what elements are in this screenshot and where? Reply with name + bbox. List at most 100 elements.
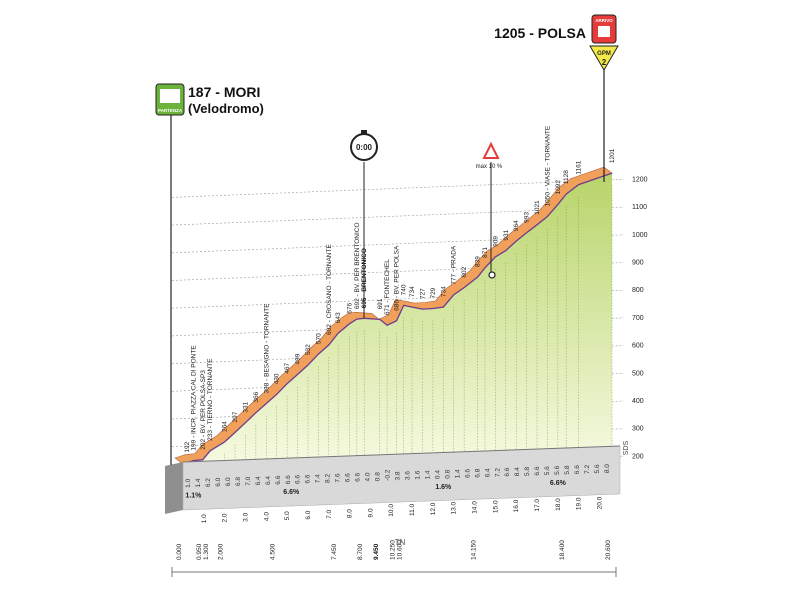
point-label: 366	[253, 391, 260, 402]
segment-gradient: 1.4	[454, 469, 461, 478]
segment-gradient: 0.8	[444, 469, 451, 478]
segment-gradient: 5.6	[544, 466, 551, 475]
point-label: 331	[242, 401, 249, 412]
segment-gradient: 6.6	[275, 475, 282, 484]
segment-gradient: 1.4	[424, 470, 431, 479]
y-tick-label: 800	[632, 287, 644, 294]
y-tick-label: 1000	[632, 232, 648, 239]
y-tick-label: 500	[632, 370, 644, 377]
km-tick: 1.0	[201, 514, 208, 523]
segment-gradient: 6.4	[265, 476, 272, 485]
y-tick-label: 900	[632, 259, 644, 266]
gpm-label: GPM	[597, 51, 611, 57]
km-tick: 13.0	[451, 501, 458, 514]
point-label: 643	[335, 312, 342, 323]
segment-gradient: 0.4	[434, 470, 441, 479]
segment-gradient: 7.2	[584, 464, 591, 473]
road-edge	[182, 172, 613, 465]
point-label: 1050 - VIASE - TORNANTE	[544, 125, 551, 206]
y-tick-label: 1100	[632, 204, 647, 211]
time-check-marker: 0:00	[350, 130, 378, 318]
km-tick: 7.0	[326, 509, 333, 518]
point-label: 430	[274, 373, 281, 384]
km-landmark: 9.450	[373, 543, 380, 560]
km-landmark: 18.400	[559, 540, 566, 560]
point-label: 1128	[563, 170, 570, 184]
segment-gradient: 7.6	[335, 473, 342, 482]
segment-gradient: 6.6	[574, 465, 581, 474]
segment-gradient: 6.0	[215, 477, 222, 486]
time-check-label: 0:00	[356, 143, 373, 152]
segment-gradient: 8.0	[604, 464, 611, 473]
segment-gradient: 3.8	[395, 471, 402, 480]
km-tick: 6.0	[305, 510, 312, 519]
warning-point	[488, 271, 496, 279]
segment-gradient: 8.2	[325, 474, 332, 483]
warning-icon	[482, 141, 500, 159]
km-landmark: 0.950	[196, 543, 203, 560]
segment-gradient: 3.6	[404, 471, 411, 480]
point-label: 233 - TIERNO - TORNANTE	[207, 358, 214, 441]
segment-gradient: 1.6	[414, 470, 421, 479]
segment-gradient: 5.6	[554, 465, 561, 474]
point-label: 729	[430, 287, 437, 298]
km-tick: 4.0	[263, 512, 270, 521]
y-tick-label: 600	[632, 343, 644, 350]
point-label: 398 - BESAGNO - TORNANTE	[263, 303, 270, 394]
finish-marker: ARRIVO GPM 2 1205 - POLSA	[494, 14, 619, 182]
point-label: 734	[409, 286, 416, 297]
point-label: 192	[184, 441, 191, 452]
sector-average: 6.6%	[283, 489, 300, 496]
y-tick-label: 400	[632, 398, 644, 405]
profile-labels: 192 199 - INCR. PIAZZA CAL DI PONTE 202 - …	[176, 125, 616, 560]
point-label: 695 - BRENTONICO	[361, 248, 368, 308]
point-label: 692 - BV. PER BRENTONICO	[354, 222, 361, 309]
start-marker: PARTENZA 187 - MORI (Velodromo)	[155, 83, 264, 465]
base-side	[165, 462, 183, 514]
sector-average: 1.6%	[435, 484, 452, 491]
km-landmark: 4.500	[270, 543, 277, 560]
point-label: 202 - BV. PER POLSA-SP3	[200, 370, 207, 450]
segment-gradient: 1.4	[195, 478, 202, 487]
sds-label: SDS	[623, 440, 630, 455]
km-landmark: 2.000	[218, 543, 225, 560]
point-label: 931	[503, 229, 510, 240]
y-tick-label: 300	[632, 426, 644, 433]
km-landmark: 14.150	[471, 540, 478, 560]
steep-warning-marker: max 10 %	[476, 141, 503, 279]
segment-gradient: 6.6	[345, 473, 352, 482]
km-landmark: 1.300	[203, 543, 210, 560]
finish-title: 1205 - POLSA	[494, 25, 586, 41]
km-tick: 18.0	[555, 498, 562, 511]
point-label: 909	[492, 236, 499, 247]
y-tick-label: 200	[632, 453, 644, 460]
profile-base	[165, 445, 621, 514]
point-label: 964	[513, 220, 520, 231]
km-landmark: 20.600	[605, 540, 612, 560]
segment-gradient: 0.8	[375, 472, 382, 481]
point-label: 264	[222, 421, 229, 432]
segment-gradient: 7.2	[494, 468, 501, 477]
finish-badge-label: ARRIVO	[595, 18, 613, 23]
segment-gradient: 7.0	[245, 476, 252, 485]
km-tick: 15.0	[492, 500, 499, 513]
km-tick: 2.0	[222, 513, 229, 522]
point-label: 676	[347, 303, 354, 314]
km-landmark: 10.250	[389, 540, 396, 560]
start-flag-icon	[160, 89, 180, 103]
km-tick: 11.0	[409, 503, 416, 516]
point-label: 740	[401, 284, 408, 295]
segment-gradient: 6.4	[255, 476, 262, 485]
gridline	[171, 179, 625, 198]
km-tick: 20.0	[597, 496, 604, 509]
segment-gradient: 5.8	[564, 465, 571, 474]
segment-gradient: 6.6	[295, 475, 302, 484]
region-bar: TN	[171, 538, 617, 577]
segment-gradient: 4.0	[365, 472, 372, 481]
y-tick-label: 700	[632, 315, 644, 322]
y-tick-label: 1200	[632, 176, 648, 183]
km-tick: 3.0	[242, 512, 249, 521]
km-tick: 5.0	[284, 511, 291, 520]
km-landmark: 7.450	[331, 543, 338, 560]
km-landmark: 10.600	[397, 540, 404, 560]
